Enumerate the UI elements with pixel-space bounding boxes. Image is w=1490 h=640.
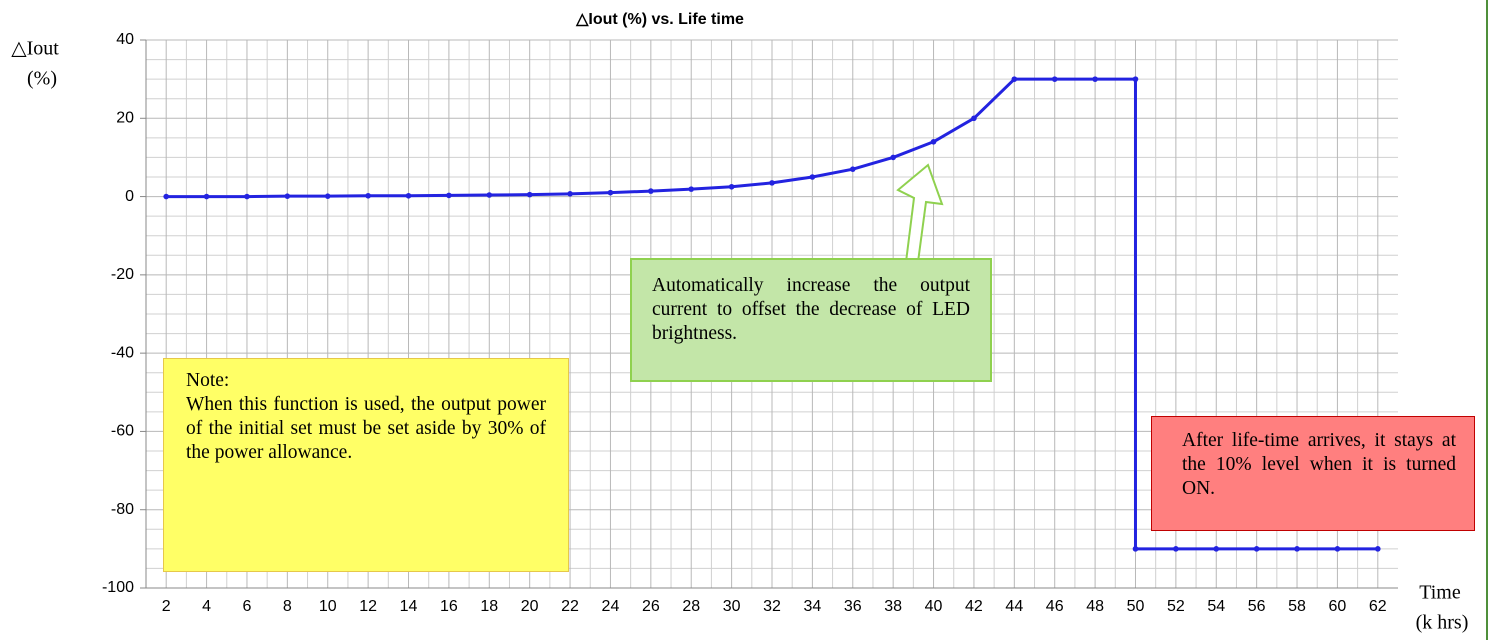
x-axis-label: Time xyxy=(1419,582,1461,604)
y-tick-label: -100 xyxy=(102,579,134,596)
data-point xyxy=(203,193,210,200)
annotation-text: Automatically increase the output curren… xyxy=(652,275,970,344)
data-point xyxy=(607,189,614,196)
y-tick-label: -80 xyxy=(111,501,134,518)
data-point xyxy=(1132,76,1139,82)
x-tick-label: 56 xyxy=(1248,598,1266,615)
x-tick-label: 20 xyxy=(521,598,539,615)
chart-title: △Iout (%) vs. Life time xyxy=(575,11,744,28)
data-point xyxy=(1051,76,1058,82)
x-tick-label: 8 xyxy=(283,598,292,615)
note-text: When this function is used, the output p… xyxy=(186,394,546,463)
data-point xyxy=(244,193,250,200)
x-tick-label: 4 xyxy=(202,598,211,615)
y-tick-label: -40 xyxy=(111,344,134,361)
data-point xyxy=(405,192,412,199)
data-point xyxy=(324,193,331,199)
x-tick-label: 14 xyxy=(400,598,418,615)
x-tick-label: 38 xyxy=(884,598,902,615)
data-point xyxy=(1294,546,1300,552)
y-axis-label: (%) xyxy=(27,68,57,90)
data-point xyxy=(769,180,775,186)
y-tick-label: 40 xyxy=(116,31,134,48)
note-title: Note: xyxy=(186,370,230,391)
data-point xyxy=(284,193,291,199)
x-tick-label: 28 xyxy=(682,598,700,615)
x-tick-label: 48 xyxy=(1086,598,1104,615)
data-point xyxy=(446,192,452,199)
x-tick-label: 10 xyxy=(319,598,337,615)
x-tick-label: 22 xyxy=(561,598,579,615)
x-tick-label: 34 xyxy=(803,598,821,615)
x-tick-label: 62 xyxy=(1369,598,1387,615)
x-tick-label: 44 xyxy=(1005,598,1023,615)
x-tick-label: 50 xyxy=(1127,598,1145,615)
y-tick-label: 0 xyxy=(125,188,134,205)
annotation-text: After life-time arrives, it stays at the… xyxy=(1182,430,1456,499)
x-tick-label: 26 xyxy=(642,598,660,615)
x-tick-label: 18 xyxy=(480,598,498,615)
x-tick-label: 30 xyxy=(723,598,741,615)
x-tick-label: 6 xyxy=(243,598,252,615)
x-tick-label: 32 xyxy=(763,598,781,615)
data-point xyxy=(688,186,695,192)
note-box: Note: When this function is used, the ou… xyxy=(163,358,569,572)
data-point xyxy=(1132,546,1139,552)
data-point xyxy=(567,191,573,197)
y-tick-label: -60 xyxy=(111,423,134,440)
data-point xyxy=(365,192,371,199)
data-point xyxy=(809,174,816,180)
data-point xyxy=(1213,546,1220,552)
y-axis-label: △Iout xyxy=(11,38,59,60)
x-axis-label: (k hrs) xyxy=(1416,612,1469,634)
data-point xyxy=(526,191,533,198)
data-point xyxy=(890,154,896,161)
y-tick-label: 20 xyxy=(116,110,134,127)
x-tick-label: 36 xyxy=(844,598,862,615)
data-point xyxy=(930,138,937,145)
y-tick-label: -20 xyxy=(111,266,134,283)
data-point xyxy=(1173,546,1179,552)
data-point xyxy=(849,166,856,172)
x-tick-label: 54 xyxy=(1207,598,1225,615)
data-point xyxy=(1253,546,1260,552)
x-tick-label: 24 xyxy=(602,598,620,615)
x-tick-label: 40 xyxy=(925,598,943,615)
x-tick-label: 12 xyxy=(359,598,377,615)
annotation-box: After life-time arrives, it stays at the… xyxy=(1151,416,1475,531)
x-tick-label: 2 xyxy=(162,598,171,615)
data-point xyxy=(163,193,169,200)
annotation-box: Automatically increase the output curren… xyxy=(630,258,992,382)
x-tick-label: 42 xyxy=(965,598,983,615)
data-point xyxy=(1092,76,1098,82)
x-tick-label: 46 xyxy=(1046,598,1064,615)
data-point xyxy=(971,115,977,122)
data-point xyxy=(1375,546,1381,552)
series-line xyxy=(166,77,1378,551)
x-tick-label: 60 xyxy=(1329,598,1347,615)
arrow xyxy=(896,163,944,263)
data-point xyxy=(728,183,735,190)
x-tick-label: 52 xyxy=(1167,598,1185,615)
x-tick-label: 58 xyxy=(1288,598,1306,615)
data-point xyxy=(648,188,654,194)
data-point xyxy=(486,192,493,198)
data-point xyxy=(1334,546,1341,552)
x-tick-label: 16 xyxy=(440,598,458,615)
data-point xyxy=(1011,76,1018,82)
